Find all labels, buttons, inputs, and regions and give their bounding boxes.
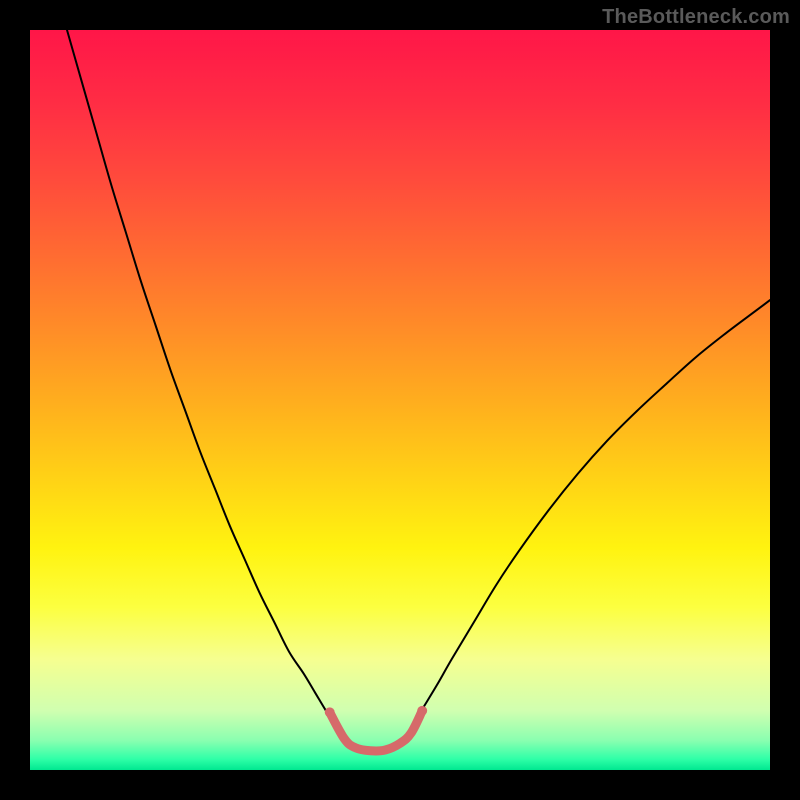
watermark-text: TheBottleneck.com [602,6,790,29]
plot-area [30,30,770,770]
chart-container: TheBottleneck.com [0,0,800,800]
marker-endpoint [417,706,427,716]
marker-endpoint [325,707,335,717]
bottleneck-chart-svg [30,30,770,770]
gradient-background [30,30,770,770]
